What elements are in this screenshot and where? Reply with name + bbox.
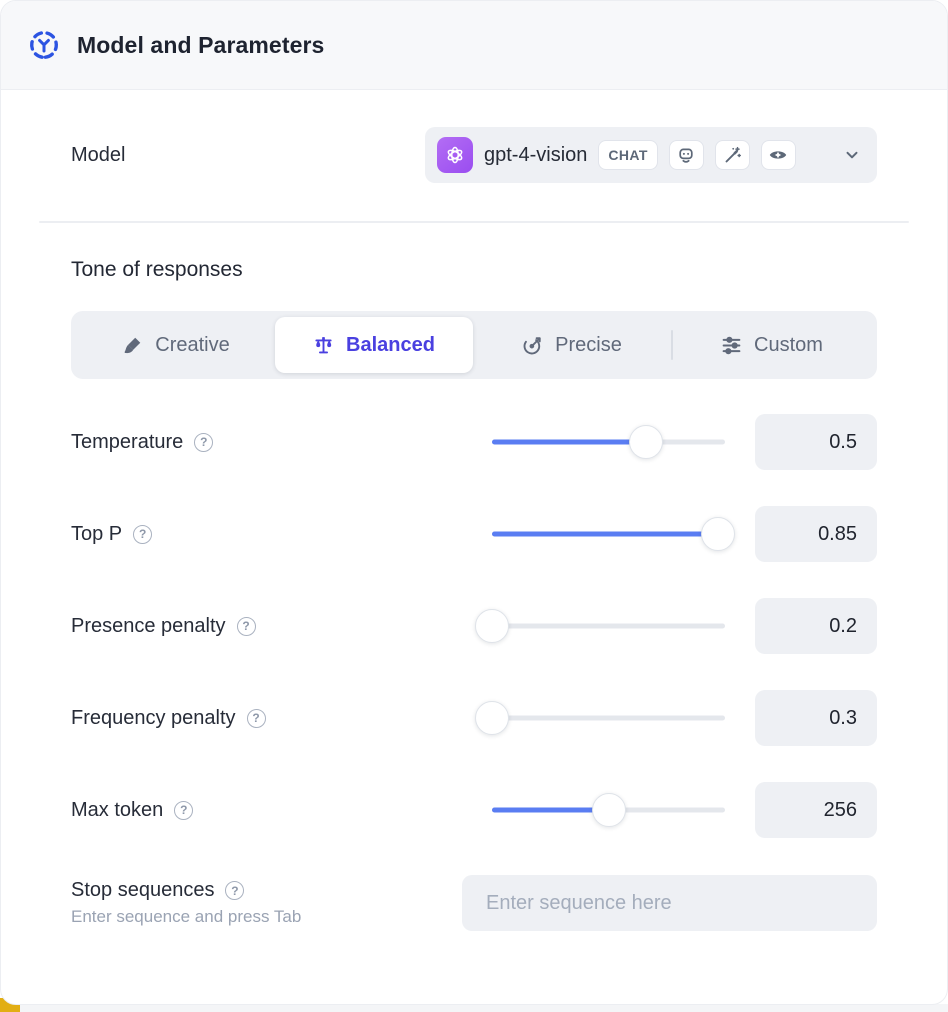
slider-track[interactable] xyxy=(492,623,725,629)
param-row-presence-penalty: Presence penalty ? 0.2 xyxy=(71,598,877,654)
frequency-penalty-value[interactable]: 0.3 xyxy=(755,690,877,746)
stop-sequences-hint: Enter sequence and press Tab xyxy=(71,907,302,926)
max-token-value[interactable]: 256 xyxy=(755,782,877,838)
slider-thumb[interactable] xyxy=(475,609,509,643)
temperature-value[interactable]: 0.5 xyxy=(755,414,877,470)
selected-model-name: gpt-4-vision xyxy=(484,143,588,166)
sliders-icon xyxy=(721,335,742,356)
tone-option-label: Precise xyxy=(555,333,622,356)
tone-option-label: Balanced xyxy=(346,333,435,356)
temperature-slider[interactable] xyxy=(492,424,725,460)
panel-header: Model and Parameters xyxy=(1,1,947,90)
panel-title: Model and Parameters xyxy=(77,31,325,58)
tone-section-title: Tone of responses xyxy=(71,258,243,281)
page-background-strip xyxy=(0,1004,948,1012)
vision-eye-icon xyxy=(760,140,796,170)
balance-scale-icon xyxy=(313,335,334,356)
help-icon[interactable]: ? xyxy=(194,432,214,452)
stop-sequences-row: Stop sequences ? Enter sequence and pres… xyxy=(71,875,877,931)
param-label: Frequency penalty xyxy=(71,706,236,729)
tone-segmented-control: Creative Balanced xyxy=(71,311,877,379)
model-select-dropdown[interactable]: gpt-4-vision CHAT xyxy=(425,127,877,183)
slider-fill xyxy=(492,439,646,445)
frequency-penalty-slider[interactable] xyxy=(475,700,725,736)
slider-fill xyxy=(492,807,609,813)
tone-option-balanced[interactable]: Balanced xyxy=(275,317,473,373)
tone-option-creative[interactable]: Creative xyxy=(77,317,275,373)
stop-sequence-input[interactable] xyxy=(462,875,877,931)
tone-option-label: Custom xyxy=(754,333,823,356)
param-row-max-token: Max token ? 256 xyxy=(71,782,877,838)
presence-penalty-value[interactable]: 0.2 xyxy=(755,598,877,654)
param-row-frequency-penalty: Frequency penalty ? 0.3 xyxy=(71,690,877,746)
openai-logo xyxy=(437,137,473,173)
param-row-top-p: Top P ? 0.85 xyxy=(71,506,877,562)
magic-wand-icon xyxy=(714,140,750,170)
segment-separator xyxy=(671,330,673,360)
model-dashed-circle-icon xyxy=(27,28,61,62)
paintbrush-icon xyxy=(122,335,143,356)
param-label: Max token xyxy=(71,798,164,821)
target-icon xyxy=(522,335,543,356)
slider-thumb[interactable] xyxy=(628,425,663,459)
chevron-down-icon[interactable] xyxy=(843,146,861,164)
param-row-temperature: Temperature ? 0.5 xyxy=(71,414,877,470)
tone-option-label: Creative xyxy=(155,333,230,356)
help-icon[interactable]: ? xyxy=(225,881,245,900)
tone-option-custom[interactable]: Custom xyxy=(673,317,871,373)
param-label: Temperature xyxy=(71,430,184,453)
param-label: Top P xyxy=(71,522,123,545)
model-label: Model xyxy=(71,143,126,166)
help-icon[interactable]: ? xyxy=(174,800,194,820)
param-label: Presence penalty xyxy=(71,614,226,637)
slider-track[interactable] xyxy=(492,715,725,721)
top-p-slider[interactable] xyxy=(492,516,735,552)
slider-thumb[interactable] xyxy=(591,793,626,827)
help-icon[interactable]: ? xyxy=(246,708,266,728)
stop-sequences-label: Stop sequences xyxy=(71,879,215,901)
model-type-badge: CHAT xyxy=(598,140,658,170)
slider-fill xyxy=(492,531,718,537)
model-row: Model gpt-4-vision CHAT xyxy=(71,127,877,183)
section-divider xyxy=(39,221,909,223)
tone-option-precise[interactable]: Precise xyxy=(473,317,671,373)
robot-icon xyxy=(668,140,704,170)
presence-penalty-slider[interactable] xyxy=(475,608,725,644)
help-icon[interactable]: ? xyxy=(236,616,256,636)
top-p-value[interactable]: 0.85 xyxy=(755,506,877,562)
slider-thumb[interactable] xyxy=(701,517,735,551)
slider-thumb[interactable] xyxy=(475,701,509,735)
max-token-slider[interactable] xyxy=(492,792,725,828)
help-icon[interactable]: ? xyxy=(133,524,153,544)
